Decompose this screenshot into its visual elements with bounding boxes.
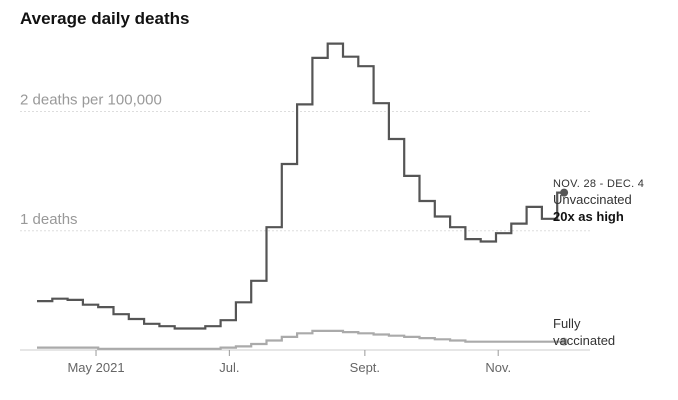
x-tick-label-4: Nov. xyxy=(485,360,511,375)
vaccinated-label-line1: Fully xyxy=(553,316,581,331)
y-tick-label-1: 1 deaths xyxy=(20,211,78,228)
y-axis-labels: 1 deaths 2 deaths per 100,000 xyxy=(20,92,162,228)
gridlines xyxy=(20,111,590,232)
x-tick-label-3: Sept. xyxy=(350,360,380,375)
unvaccinated-date-range: NOV. 28 - DEC. 4 xyxy=(553,178,644,190)
x-axis-ticks: May 2021 Jul. Sept. Nov. xyxy=(67,350,511,375)
vaccinated-label-line2: vaccinated xyxy=(553,333,615,348)
series-line-unvaccinated xyxy=(37,42,565,330)
series-end-dot-unvaccinated xyxy=(560,188,569,197)
x-tick-label-1: May 2021 xyxy=(67,360,124,375)
y-tick-label-2: 2 deaths per 100,000 xyxy=(20,92,162,109)
annotations: NOV. 28 - DEC. 4 Unvaccinated 20x as hig… xyxy=(553,178,644,348)
chart-title: Average daily deaths xyxy=(20,9,189,28)
series-lines xyxy=(37,42,569,350)
series-line-vaccinated xyxy=(37,329,565,350)
series-end-dot-vaccinated xyxy=(560,337,569,346)
unvaccinated-ratio-note: 20x as high xyxy=(553,209,624,224)
unvaccinated-label: Unvaccinated xyxy=(553,192,632,207)
x-tick-label-2: Jul. xyxy=(219,360,239,375)
